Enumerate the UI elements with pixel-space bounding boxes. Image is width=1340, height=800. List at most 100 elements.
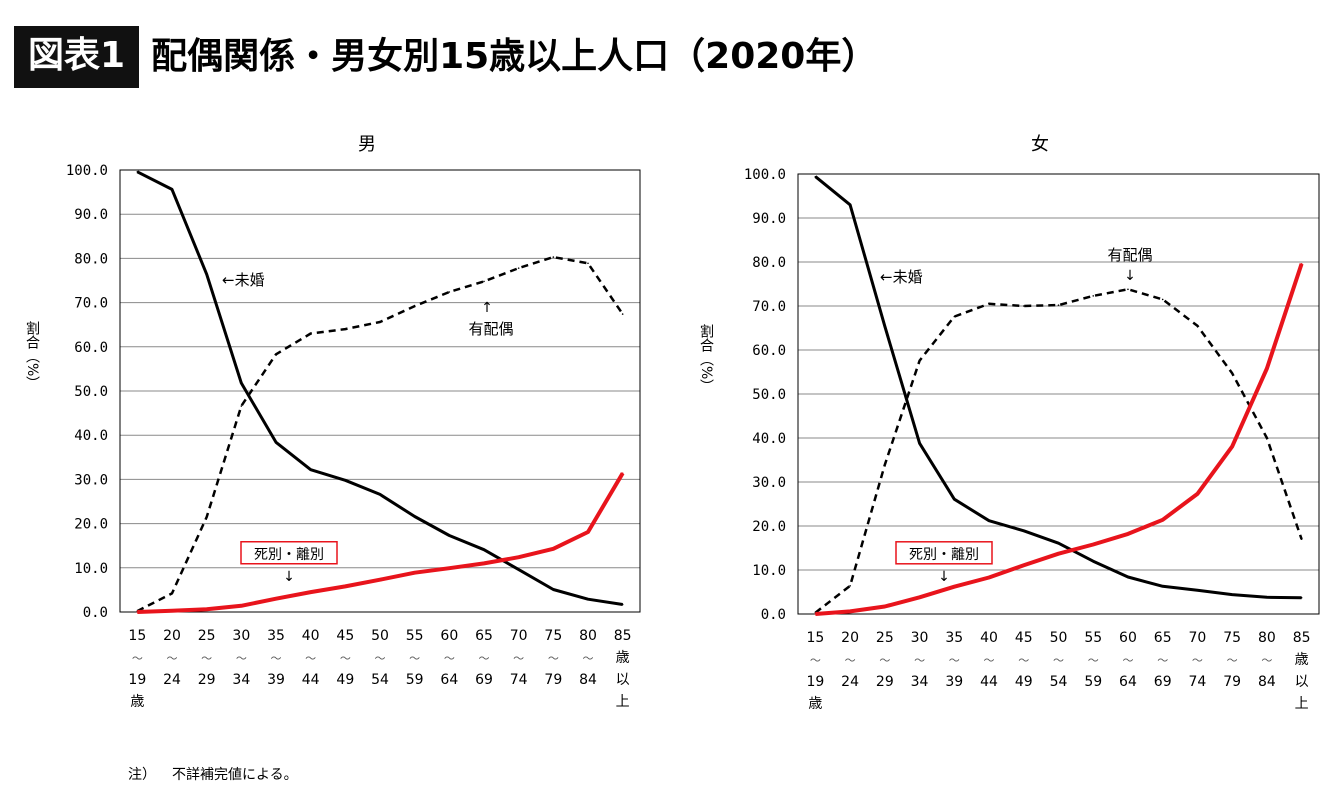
annotation-box xyxy=(240,541,338,565)
data-point xyxy=(814,175,817,178)
x-tick-label: 〜 xyxy=(132,652,143,665)
x-tick-label: 〜 xyxy=(1227,654,1238,667)
data-point xyxy=(344,479,347,482)
series-line-0 xyxy=(136,170,623,606)
x-tick-label: 30 xyxy=(911,630,929,646)
y-tick-label: 100.0 xyxy=(66,163,108,179)
series-line-0 xyxy=(814,175,1302,600)
chart-title: 男 xyxy=(358,134,376,155)
data-point xyxy=(953,498,956,500)
figure-title: 配偶関係・男女別15歳以上人口（2020年） xyxy=(151,36,878,77)
data-point xyxy=(1266,596,1268,599)
data-point xyxy=(953,585,956,588)
data-point xyxy=(205,273,208,276)
x-tick-label: 上 xyxy=(616,694,630,710)
plot-area xyxy=(797,173,1320,615)
series-line-1 xyxy=(814,288,1303,614)
y-tick-label: 30.0 xyxy=(74,472,108,488)
data-point xyxy=(849,610,851,613)
data-point xyxy=(988,519,990,522)
annotation-arrow: ↓ xyxy=(283,569,295,585)
x-tick-label: 20 xyxy=(841,630,859,646)
x-tick-label: 〜 xyxy=(914,654,925,667)
x-tick-label: 44 xyxy=(302,672,320,688)
data-point xyxy=(517,556,520,558)
y-tick-label: 60.0 xyxy=(752,343,786,359)
x-tick-label: 〜 xyxy=(1192,654,1203,667)
data-point xyxy=(621,603,624,606)
data-point xyxy=(379,578,381,581)
data-point xyxy=(448,534,451,537)
x-tick-label: 〜 xyxy=(879,654,890,667)
data-point xyxy=(205,516,208,518)
y-tick-label: 80.0 xyxy=(74,251,108,267)
data-point xyxy=(448,567,451,570)
x-tick-label: 歳 xyxy=(130,694,144,710)
data-point xyxy=(379,321,381,323)
x-tick-label: 〜 xyxy=(236,652,247,665)
annotation-widowed-divorced: 死別・離別 xyxy=(254,546,324,563)
data-point xyxy=(309,468,312,471)
data-point xyxy=(1057,552,1060,555)
data-point xyxy=(275,353,277,356)
x-tick-label: 〜 xyxy=(1261,654,1272,667)
x-tick-label: 以 xyxy=(616,672,630,688)
data-point xyxy=(1231,593,1233,596)
x-tick-label: 59 xyxy=(406,672,424,688)
x-tick-label: 70 xyxy=(510,628,528,644)
x-tick-label: 〜 xyxy=(409,652,420,665)
data-point xyxy=(379,493,381,496)
x-tick-label: 〜 xyxy=(513,652,524,665)
x-tick-label: 〜 xyxy=(479,652,490,665)
x-tick-label: 85 xyxy=(614,628,632,644)
x-tick-label: 84 xyxy=(579,672,597,688)
x-tick-label: 19 xyxy=(806,674,824,690)
data-point xyxy=(884,605,886,608)
data-point xyxy=(309,591,312,593)
annotation-arrow: ↑ xyxy=(481,300,493,316)
x-tick-label: 〜 xyxy=(949,654,960,667)
data-point xyxy=(1022,530,1025,532)
data-point xyxy=(552,256,555,258)
x-tick-label: 55 xyxy=(1084,630,1102,646)
x-tick-label: 49 xyxy=(1015,674,1033,690)
data-point xyxy=(171,609,173,612)
x-tick-label: 歳 xyxy=(1295,652,1309,668)
x-tick-label: 〜 xyxy=(583,652,594,665)
data-point xyxy=(587,598,589,600)
x-tick-label: 30 xyxy=(232,628,250,644)
data-point xyxy=(587,531,589,533)
data-point xyxy=(205,608,208,611)
x-tick-label: 25 xyxy=(876,630,894,646)
annotation-widowed-divorced: 死別・離別 xyxy=(909,546,979,563)
y-tick-label: 40.0 xyxy=(752,431,786,447)
y-tick-label: 0.0 xyxy=(83,605,108,621)
data-point xyxy=(1231,372,1233,375)
data-point xyxy=(171,592,173,595)
x-tick-label: 60 xyxy=(1119,630,1137,646)
data-point xyxy=(448,291,451,293)
figure-badge: 図表1 xyxy=(14,26,140,88)
data-point xyxy=(953,315,956,318)
chart-title: 女 xyxy=(1031,134,1049,155)
data-point xyxy=(1266,437,1268,439)
data-point xyxy=(1127,533,1129,535)
data-point xyxy=(884,325,886,328)
y-tick-label: 60.0 xyxy=(74,340,108,356)
y-axis-label: 割合（%） xyxy=(24,320,40,390)
figure-header: 図表1 配偶関係・男女別15歳以上人口（2020年） xyxy=(14,26,877,88)
data-point xyxy=(988,576,990,579)
data-point xyxy=(1127,288,1129,291)
x-tick-label: 〜 xyxy=(201,652,212,665)
x-tick-label: 19 xyxy=(128,672,146,688)
annotation-married: 有配偶 xyxy=(468,320,513,338)
data-point xyxy=(1196,325,1199,327)
data-point xyxy=(849,204,851,206)
data-point xyxy=(1196,589,1199,592)
x-tick-label: 〜 xyxy=(810,654,821,667)
footnote-text: 不詳補完値による。 xyxy=(172,767,298,783)
x-tick-label: 80 xyxy=(579,628,597,644)
x-tick-label: 〜 xyxy=(1088,654,1099,667)
y-tick-label: 40.0 xyxy=(74,428,108,444)
data-point xyxy=(1092,543,1095,546)
